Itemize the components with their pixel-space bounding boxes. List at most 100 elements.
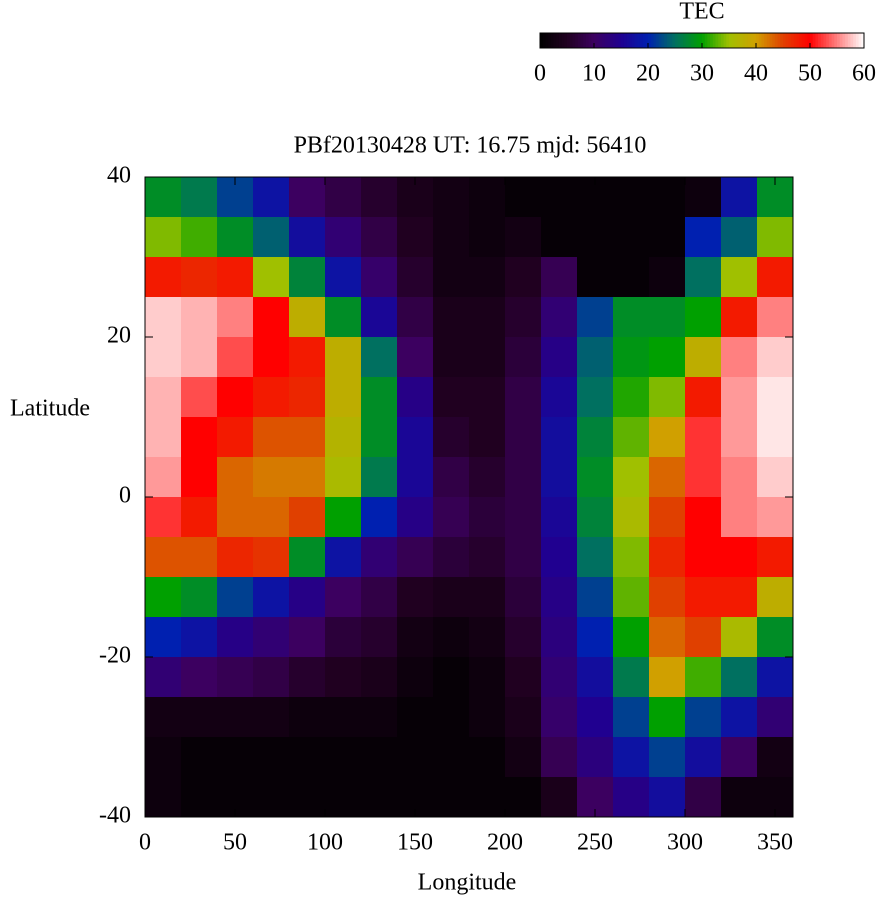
heatmap-cell (397, 217, 434, 258)
heatmap-cell (505, 377, 542, 418)
heatmap-cell (577, 257, 614, 298)
heatmap-cell (613, 697, 650, 738)
colorbar-swatch (615, 33, 619, 48)
heatmap-cell (181, 777, 218, 818)
colorbar-swatch (683, 33, 687, 48)
colorbar-swatch (804, 33, 808, 48)
colorbar-swatch (688, 33, 692, 48)
heatmap-cell (145, 177, 182, 218)
heatmap-cell (505, 537, 542, 578)
heatmap-cell (181, 657, 218, 698)
colorbar-swatch (712, 33, 716, 48)
heatmap-cell (217, 337, 254, 378)
x-axis-label: Longitude (418, 870, 517, 896)
colorbar-swatch (612, 33, 617, 48)
colorbar-swatch (764, 33, 768, 48)
colorbar-tick-label: 20 (636, 61, 660, 87)
heatmap-cell (217, 577, 254, 618)
colorbar-label: TEC (679, 0, 724, 25)
colorbar-swatch (664, 33, 668, 48)
heatmap-cell (613, 537, 650, 578)
y-tick-label: -40 (99, 803, 131, 829)
heatmap-cell (397, 497, 434, 538)
heatmap-cell (685, 177, 722, 218)
colorbar-swatch (653, 33, 657, 48)
heatmap-cell (649, 537, 686, 578)
heatmap-cell (505, 257, 542, 298)
heatmap-cell (145, 617, 182, 658)
heatmap-cell (505, 297, 542, 338)
heatmap-cell (685, 297, 722, 338)
colorbar-swatch (737, 33, 741, 48)
heatmap-cell (613, 337, 650, 378)
colorbar-swatch (602, 33, 606, 48)
heatmap-cell (757, 217, 794, 258)
heatmap-cell (577, 417, 614, 458)
heatmap-cell (397, 297, 434, 338)
heatmap-cell (577, 697, 614, 738)
heatmap-cell (433, 737, 470, 778)
heatmap-cell (649, 457, 686, 498)
colorbar-swatch (623, 33, 627, 48)
heatmap-cell (361, 737, 398, 778)
heatmap-cell (253, 337, 290, 378)
heatmap-cell (469, 177, 506, 218)
heatmap-cell (181, 177, 218, 218)
chart-title: PBf20130428 UT: 16.75 mjd: 56410 (294, 133, 647, 159)
colorbar-swatch (828, 33, 833, 48)
heatmap-cell (361, 577, 398, 618)
colorbar-swatch (750, 33, 754, 48)
heatmap-cell (181, 297, 218, 338)
heatmap-cell (541, 497, 578, 538)
heatmap-cell (253, 697, 290, 738)
heatmap-cell (541, 617, 578, 658)
heatmap-cell (469, 697, 506, 738)
colorbar-swatch (753, 33, 757, 48)
heatmap-cell (613, 497, 650, 538)
heatmap-cell (181, 697, 218, 738)
heatmap-cell (253, 257, 290, 298)
heatmap-cell (649, 217, 686, 258)
colorbar-swatch (588, 33, 592, 48)
colorbar-swatch (580, 33, 584, 48)
heatmap-cell (361, 217, 398, 258)
heatmap-cell (289, 617, 326, 658)
heatmap-cell (469, 777, 506, 818)
heatmap-cell (613, 617, 650, 658)
heatmap-cell (613, 577, 650, 618)
colorbar-swatch (777, 33, 781, 48)
heatmap-cell (541, 577, 578, 618)
colorbar-swatch (720, 33, 725, 48)
colorbar-swatch (550, 33, 554, 48)
heatmap-cell (253, 177, 290, 218)
heatmap-cell (397, 617, 434, 658)
heatmap-cell (685, 337, 722, 378)
heatmap-cell (433, 577, 470, 618)
colorbar-swatch (699, 33, 703, 48)
colorbar-swatch (577, 33, 581, 48)
heatmap-cell (181, 417, 218, 458)
heatmap-cell (433, 697, 470, 738)
heatmap-cell (325, 417, 362, 458)
colorbar-swatch (626, 33, 630, 48)
heatmap-cell (181, 377, 218, 418)
heatmap-cell (649, 297, 686, 338)
heatmap-cell (325, 177, 362, 218)
heatmap-cell (289, 457, 326, 498)
colorbar-swatch (637, 33, 641, 48)
colorbar-swatch (785, 33, 789, 48)
y-tick-label: 0 (119, 483, 131, 509)
heatmap-cell (217, 617, 254, 658)
heatmap-cell (433, 297, 470, 338)
heatmap-cell (505, 737, 542, 778)
colorbar-swatch (710, 33, 714, 48)
heatmap-cell (721, 177, 758, 218)
colorbar-swatch (542, 33, 546, 48)
heatmap-cell (217, 377, 254, 418)
colorbar-tick-label: 0 (534, 61, 546, 87)
heatmap-cell (469, 657, 506, 698)
heatmap-cell (505, 577, 542, 618)
colorbar-swatch (823, 33, 827, 48)
heatmap-cell (433, 657, 470, 698)
heatmap-cell (181, 617, 218, 658)
